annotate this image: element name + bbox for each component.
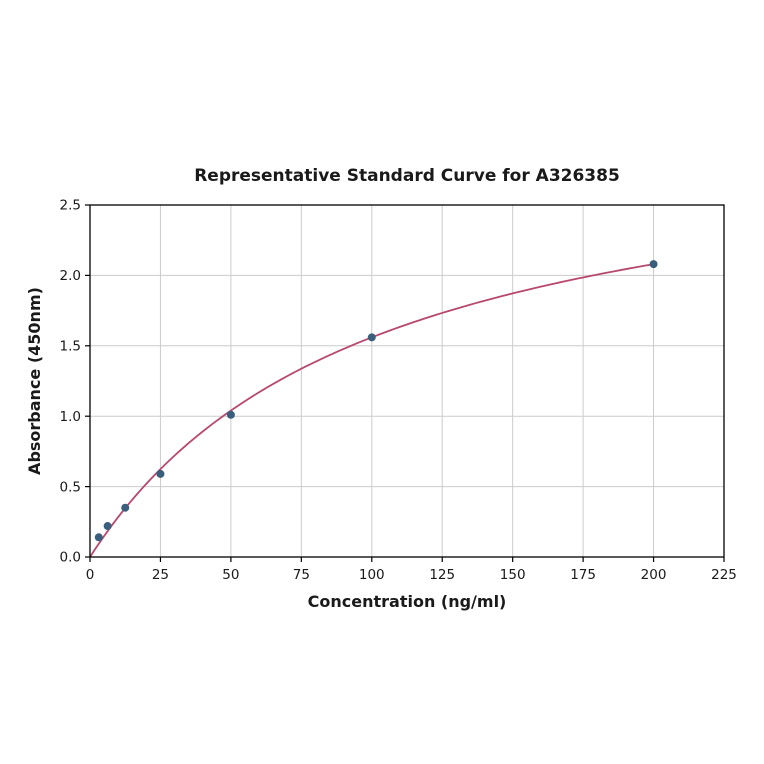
- y-tick-label: 1.5: [60, 339, 81, 355]
- x-tick-label: 125: [429, 567, 455, 583]
- chart-title: Representative Standard Curve for A32638…: [194, 166, 620, 186]
- data-point: [156, 469, 165, 478]
- x-tick-label: 50: [222, 567, 239, 583]
- plot-layer: [89, 260, 658, 558]
- data-point: [121, 503, 130, 512]
- data-point: [226, 410, 235, 419]
- y-tick-label: 0.5: [60, 479, 81, 495]
- y-axis-label: Absorbance (450nm): [25, 287, 44, 475]
- x-tick-label: 200: [641, 567, 667, 583]
- y-tick-label: 1.0: [60, 409, 81, 425]
- x-tick-label: 25: [152, 567, 169, 583]
- x-tick-label: 75: [293, 567, 310, 583]
- data-point: [649, 260, 658, 269]
- x-tick-label: 150: [500, 567, 526, 583]
- y-tick-label: 2.0: [60, 268, 81, 284]
- grid-layer: [89, 204, 725, 558]
- data-point: [103, 522, 112, 531]
- data-point: [94, 533, 103, 542]
- y-tick-label: 0.0: [60, 550, 81, 566]
- x-tick-label: 225: [711, 567, 737, 583]
- x-tick-label: 100: [359, 567, 385, 583]
- x-tick-label: 175: [570, 567, 596, 583]
- axis-layer: 0 25 50 75 100 125 150 175 200 225 0.0 0.5 1.0 1.5 2.0…: [60, 198, 737, 583]
- plot-border: [89, 204, 725, 558]
- x-tick-label: 0: [86, 567, 95, 583]
- x-axis-label: Concentration (ng/ml): [308, 592, 507, 611]
- data-point: [367, 333, 376, 342]
- y-tick-label: 2.5: [60, 198, 81, 214]
